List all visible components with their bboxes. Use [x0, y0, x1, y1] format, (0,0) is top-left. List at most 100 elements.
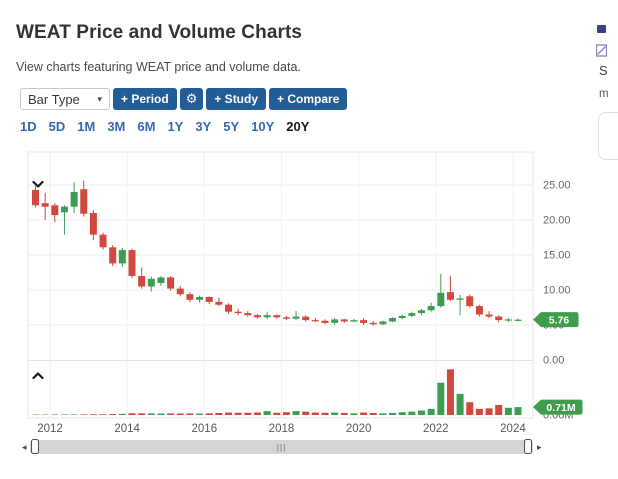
range-1m[interactable]: 1M: [77, 119, 96, 134]
volume-bar-2022Q2: [446, 369, 454, 415]
scrollbar-left-arrow-icon[interactable]: ◂: [22, 442, 27, 452]
candle-body-2023Q1: [475, 306, 483, 315]
candle-body-2014Q2: [138, 276, 146, 287]
volume-bar-2021Q2: [408, 411, 416, 415]
volume-bar-2015Q1: [167, 413, 175, 415]
last-price-value: 5.76: [549, 314, 570, 326]
volume-bar-2014Q3: [147, 413, 155, 415]
candle-body-2021Q3: [418, 310, 425, 314]
candle-body-2020Q4: [389, 318, 397, 322]
candle-body-2017Q3: [263, 315, 271, 318]
volume-bar-2017Q1: [244, 412, 252, 415]
candle-body-2015Q2: [176, 288, 184, 295]
volume-bar-2018Q3: [302, 411, 310, 415]
clipped-logo-icon: [597, 25, 606, 33]
candle-body-2012Q4: [80, 189, 88, 214]
volume-bar-2014Q2: [138, 413, 146, 415]
candle-body-2023Q3: [495, 316, 503, 321]
scrollbar-track[interactable]: |||: [30, 439, 533, 454]
price-volume-chart[interactable]: 25.0020.0015.0010.005.000.000.00M5.760.7…: [0, 148, 618, 438]
volume-bar-2013Q1: [89, 414, 97, 415]
toolbar-button-settings-gear-icon[interactable]: ⚙: [179, 88, 204, 110]
candle-body-2016Q1: [205, 297, 213, 302]
chart-scrollbar: ◂ ||| ▸: [0, 438, 618, 458]
range-5y[interactable]: 5Y: [223, 119, 240, 134]
volume-bar-2024Q1: [514, 407, 522, 415]
page-subtitle: View charts featuring WEAT price and vol…: [16, 60, 301, 74]
x-axis-label: 2014: [114, 423, 140, 435]
bar-type-select[interactable]: Bar Type ▾: [20, 88, 110, 110]
candle-body-2015Q1: [167, 277, 175, 289]
candle-body-2017Q4: [273, 315, 281, 318]
candle-body-2014Q4: [157, 277, 165, 283]
candle-body-2024Q1: [514, 319, 522, 321]
toolbar-button-study[interactable]: + Study: [206, 88, 267, 110]
range-3y[interactable]: 3Y: [195, 119, 212, 134]
volume-bar-2023Q3: [495, 404, 503, 415]
volume-bar-2023Q1: [475, 408, 483, 415]
candle-body-2022Q1: [437, 292, 445, 307]
price-panel-collapse-chevron-icon[interactable]: [32, 180, 44, 188]
volume-panel-expand-chevron-icon[interactable]: [32, 372, 44, 380]
scrollbar-right-arrow-icon[interactable]: ▸: [537, 442, 542, 452]
candle-body-2022Q3: [456, 298, 464, 300]
candle-body-2013Q1: [89, 213, 97, 235]
candle-body-2016Q4: [234, 311, 242, 314]
candle-body-2015Q4: [196, 297, 204, 300]
volume-bar-2015Q2: [176, 413, 184, 415]
plot-border: [27, 151, 534, 419]
range-3m[interactable]: 3M: [107, 119, 126, 134]
scrollbar-right-handle[interactable]: [524, 439, 532, 454]
candle-body-2021Q1: [398, 315, 406, 318]
time-range-selector: 1D 5D 1M 3M 6M 1Y 3Y 5Y 10Y 20Y: [20, 119, 309, 134]
candle-body-2020Q3: [379, 321, 387, 325]
volume-bar-2012Q3: [70, 414, 78, 415]
volume-bar-2021Q3: [418, 410, 425, 415]
candle-body-2014Q1: [128, 250, 136, 276]
volume-bar-2019Q1: [321, 412, 329, 415]
candle-body-2021Q2: [408, 313, 416, 316]
volume-bar-2013Q4: [118, 413, 126, 415]
volume-bar-2021Q4: [427, 408, 435, 415]
range-20y-selected[interactable]: 20Y: [286, 119, 310, 134]
candle-body-2019Q1: [321, 320, 329, 323]
toolbar-button-compare[interactable]: + Compare: [269, 88, 348, 110]
volume-bar-2012Q2: [60, 414, 68, 415]
range-5d[interactable]: 5D: [48, 119, 66, 134]
range-1y[interactable]: 1Y: [167, 119, 184, 134]
volume-bar-2016Q2: [215, 412, 223, 415]
candle-body-2013Q3: [109, 247, 117, 264]
candle-body-2012Q3: [70, 192, 78, 207]
candle-body-2018Q4: [311, 320, 319, 322]
candle-body-2022Q2: [446, 292, 454, 300]
volume-bar-2020Q1: [360, 412, 368, 415]
volume-bar-2017Q4: [273, 412, 281, 415]
scrollbar-left-handle[interactable]: [31, 439, 39, 454]
candle-body-2019Q4: [350, 320, 358, 322]
chart-canvas[interactable]: 25.0020.0015.0010.005.000.000.00M5.760.7…: [0, 148, 618, 438]
volume-bar-2018Q2: [292, 411, 300, 415]
x-axis-label: 2024: [500, 423, 526, 435]
range-1d[interactable]: 1D: [20, 119, 37, 134]
candle-body-2020Q2: [369, 322, 377, 325]
toolbar-button-period[interactable]: + Period: [113, 88, 177, 110]
candle-body-2013Q2: [99, 234, 107, 248]
volume-bar-2015Q3: [186, 413, 194, 415]
price-axis-label: 25.00: [543, 180, 571, 192]
candle-body-2016Q2: [215, 301, 223, 305]
scrollbar-grip[interactable]: |||: [276, 442, 287, 452]
range-10y[interactable]: 10Y: [251, 119, 275, 134]
candle-body-2022Q4: [466, 296, 474, 307]
range-6m[interactable]: 6M: [137, 119, 156, 134]
last-volume-value: 0.71M: [546, 402, 575, 414]
volume-bar-2023Q2: [485, 408, 493, 415]
candle-body-2013Q4: [118, 250, 126, 264]
candle-body-2019Q2: [331, 319, 339, 323]
volume-bar-2012Q4: [80, 414, 88, 415]
candle-body-2021Q4: [427, 306, 435, 311]
candle-body-2023Q2: [485, 314, 493, 317]
volume-bar-2022Q3: [456, 393, 464, 415]
candle-body-2018Q2: [292, 316, 300, 319]
volume-bar-2017Q2: [253, 412, 261, 415]
x-axis-label: 2022: [423, 423, 449, 435]
